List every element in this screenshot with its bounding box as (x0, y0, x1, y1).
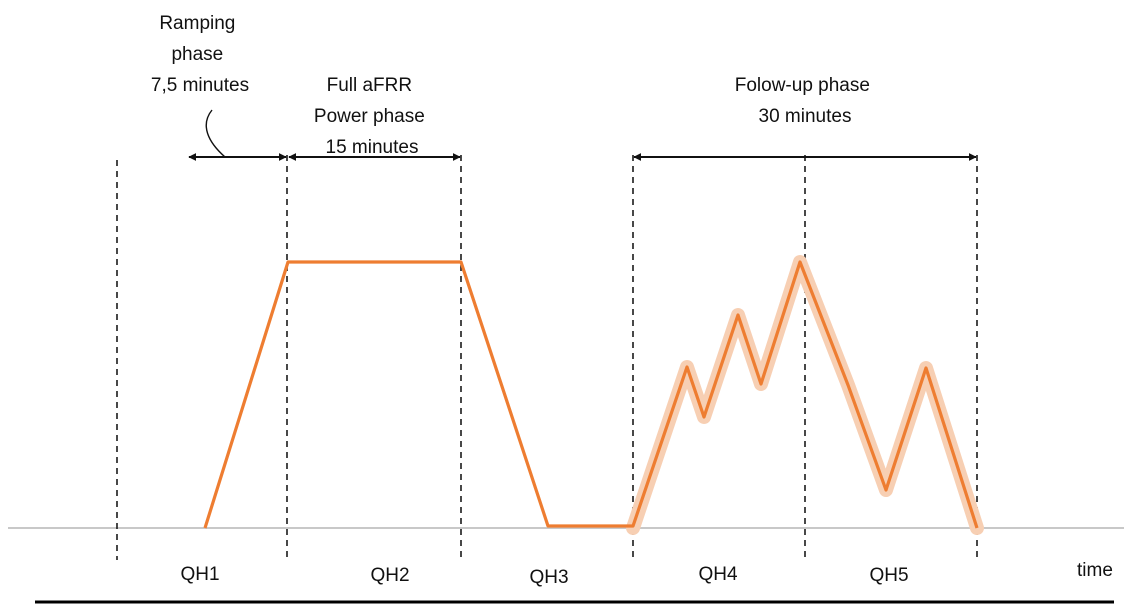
activation-profile-line (203, 260, 979, 529)
qh4-label: QH4 (698, 564, 738, 585)
follow-up-phase-label: Folow-up phase 30 minutes (735, 75, 875, 127)
qh1-label: QH1 (180, 564, 219, 585)
qh2-label: QH2 (370, 565, 409, 586)
qh5-label: QH5 (869, 565, 908, 586)
ramping-phase-label: Ramping phase 7,5 minutes (151, 13, 249, 96)
full-power-phase-label: Full aFRR Power phase 15 minutes (314, 75, 430, 158)
qh3-label: QH3 (529, 567, 568, 588)
time-axis-label: time (1077, 560, 1113, 581)
ramping-callout-line (205, 109, 226, 158)
